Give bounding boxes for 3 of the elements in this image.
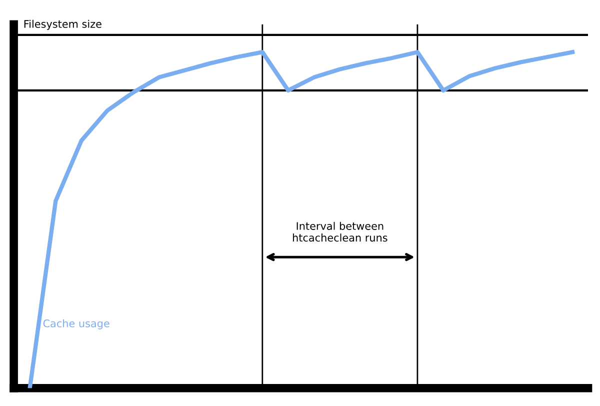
- series-label: Cache usage: [43, 319, 110, 330]
- ref-line-label: Filesystem size: [24, 20, 102, 30]
- annotation: Interval between htcacheclean runs: [292, 222, 388, 242]
